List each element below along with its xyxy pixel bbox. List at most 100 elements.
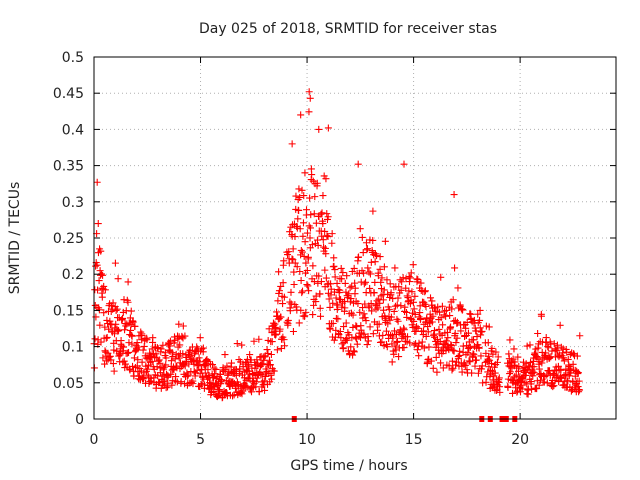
data-point [442,306,450,314]
data-point [478,327,486,335]
data-point [393,338,401,346]
data-point [241,383,249,391]
data-point [156,369,164,377]
data-point [397,286,405,294]
data-point [410,305,418,313]
data-point [354,160,362,168]
data-point [91,335,99,343]
data-point [464,329,472,337]
data-point [306,224,314,232]
data-point [304,282,312,290]
data-point [383,343,391,351]
data-point [420,344,428,352]
data-point [303,206,311,214]
data-point [458,368,466,376]
data-point [114,327,122,335]
data-point [324,213,332,221]
data-point [305,287,313,295]
data-point [310,210,318,218]
data-point [334,301,342,309]
data-point [99,354,107,362]
data-point [389,334,397,342]
data-point [358,233,366,241]
data-point [374,272,382,280]
data-point [297,306,305,314]
data-point [398,278,406,286]
data-point [334,286,342,294]
data-point [463,366,471,374]
data-point [451,329,459,337]
data-point [239,363,247,371]
data-point [355,253,363,261]
data-point [422,332,430,340]
data-point [126,366,134,374]
data-point [468,369,476,377]
data-point [117,337,125,345]
data-point [317,312,325,320]
data-point [298,186,306,194]
data-point [550,382,558,390]
data-point [137,332,145,340]
data-point [287,288,295,296]
data-point [127,307,135,315]
data-point [439,364,447,372]
data-point [157,345,165,353]
data-point [109,360,117,368]
data-point [184,371,192,379]
data-point [463,318,471,326]
data-point [509,389,517,397]
data-point [403,292,411,300]
data-point [448,357,456,365]
data-point [92,262,100,270]
data-point [283,318,291,326]
data-point [340,323,348,331]
data-point [417,315,425,323]
data-point [318,209,326,217]
data-point [213,381,221,389]
data-point [454,284,462,292]
data-point [299,232,307,240]
y-tick-label: 0.2 [62,267,84,283]
data-point [273,346,281,354]
data-point [546,354,554,362]
data-point [265,356,273,364]
data-point [316,290,324,298]
data-point [394,294,402,302]
data-point [289,328,297,336]
data-point [360,330,368,338]
data-point [573,352,581,360]
data-point [546,367,554,375]
data-point [371,258,379,266]
data-point [401,303,409,311]
data-point [98,293,106,301]
data-point [103,333,111,341]
data-point [111,259,119,267]
data-point [526,341,534,349]
data-point [297,111,305,119]
data-point [512,371,520,379]
data-point [442,337,450,345]
data-point [478,362,486,370]
data-point [261,386,269,394]
data-point [514,353,522,361]
data-point [374,304,382,312]
data-point [456,347,464,355]
data-point [488,360,496,368]
data-point [351,284,359,292]
data-point [421,287,429,295]
data-point [559,345,567,353]
data-point [538,359,546,367]
data-point [395,353,403,361]
data-point [195,354,203,362]
data-point [449,296,457,304]
data-point [415,339,423,347]
data-point [324,233,332,241]
data-point [233,340,241,348]
data-point [445,346,453,354]
data-point [569,378,577,386]
data-point [257,370,265,378]
data-point [161,349,169,357]
y-tick-label: 0.1 [62,340,84,356]
data-point [492,348,500,356]
data-point [413,323,421,331]
